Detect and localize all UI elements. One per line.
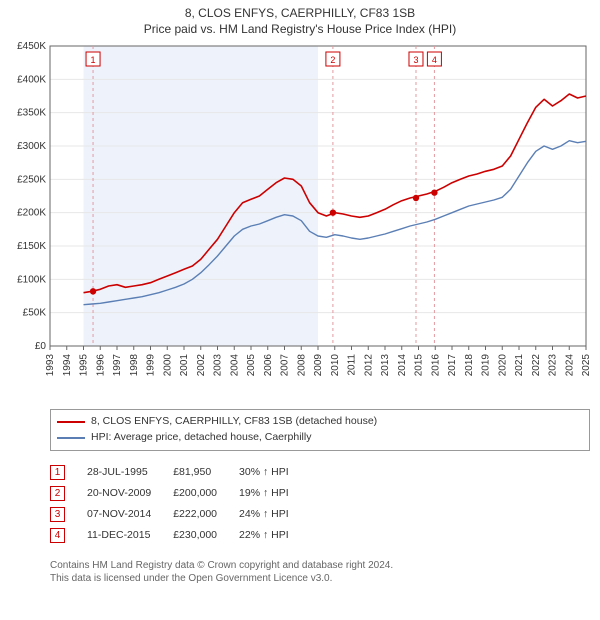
tx-delta: 30% ↑ HPI: [239, 465, 311, 480]
svg-text:2: 2: [330, 55, 335, 65]
tx-price: £222,000: [173, 507, 239, 522]
tx-date: 20-NOV-2009: [87, 486, 173, 501]
svg-text:2024: 2024: [564, 354, 575, 377]
svg-text:£200K: £200K: [17, 208, 46, 219]
svg-text:1996: 1996: [95, 354, 106, 377]
chart-container: £0 £50K £100K £150K £200K £250K £300K £350K £400…: [6, 40, 594, 403]
legend-swatch-red: [57, 421, 85, 423]
tx-marker: 4: [50, 528, 87, 543]
footer-line: Contains HM Land Registry data © Crown c…: [50, 559, 590, 572]
legend-swatch-blue: [57, 437, 85, 439]
svg-text:2018: 2018: [464, 354, 475, 377]
transactions-table: 128-JUL-1995£81,95030% ↑ HPI 220-NOV-2009…: [50, 459, 311, 549]
legend-label: 8, CLOS ENFYS, CAERPHILLY, CF83 1SB (det…: [91, 414, 377, 430]
svg-text:2023: 2023: [548, 354, 559, 377]
price-chart: £0 £50K £100K £150K £200K £250K £300K £350K £400…: [6, 40, 590, 400]
svg-text:3: 3: [413, 55, 418, 65]
svg-text:1: 1: [91, 55, 96, 65]
svg-text:2004: 2004: [229, 354, 240, 377]
tx-date: 28-JUL-1995: [87, 465, 173, 480]
svg-text:2019: 2019: [481, 354, 492, 377]
svg-text:2007: 2007: [280, 354, 291, 377]
legend-label: HPI: Average price, detached house, Caer…: [91, 430, 311, 446]
attribution-footer: Contains HM Land Registry data © Crown c…: [50, 559, 590, 585]
tx-marker: 1: [50, 465, 87, 480]
tx-price: £200,000: [173, 486, 239, 501]
svg-text:2009: 2009: [313, 354, 324, 377]
table-row: 411-DEC-2015£230,00022% ↑ HPI: [50, 528, 311, 543]
table-row: 128-JUL-1995£81,95030% ↑ HPI: [50, 465, 311, 480]
svg-text:2015: 2015: [414, 354, 425, 377]
svg-text:£0: £0: [35, 341, 47, 352]
legend-item-hpi: HPI: Average price, detached house, Caer…: [57, 430, 583, 446]
svg-text:2001: 2001: [179, 354, 190, 377]
svg-text:2010: 2010: [330, 354, 341, 377]
svg-text:2002: 2002: [196, 354, 207, 377]
svg-text:2013: 2013: [380, 354, 391, 377]
footer-line: This data is licensed under the Open Gov…: [50, 572, 590, 585]
legend-item-price-paid: 8, CLOS ENFYS, CAERPHILLY, CF83 1SB (det…: [57, 414, 583, 430]
legend: 8, CLOS ENFYS, CAERPHILLY, CF83 1SB (det…: [50, 409, 590, 451]
svg-text:2021: 2021: [514, 354, 525, 377]
svg-text:2000: 2000: [162, 354, 173, 377]
svg-text:2012: 2012: [363, 354, 374, 377]
tx-marker: 2: [50, 486, 87, 501]
svg-text:2011: 2011: [347, 354, 358, 376]
svg-text:2008: 2008: [296, 354, 307, 377]
svg-text:1994: 1994: [62, 354, 73, 377]
table-row: 220-NOV-2009£200,00019% ↑ HPI: [50, 486, 311, 501]
svg-text:2017: 2017: [447, 354, 458, 377]
svg-text:2022: 2022: [531, 354, 542, 377]
svg-text:4: 4: [432, 55, 437, 65]
svg-text:1993: 1993: [45, 354, 56, 377]
svg-text:2016: 2016: [430, 354, 441, 377]
svg-text:£350K: £350K: [17, 108, 46, 119]
table-row: 307-NOV-2014£222,00024% ↑ HPI: [50, 507, 311, 522]
svg-text:£100K: £100K: [17, 274, 46, 285]
title-subtitle: Price paid vs. HM Land Registry's House …: [6, 22, 594, 36]
svg-text:£50K: £50K: [23, 308, 47, 319]
tx-date: 07-NOV-2014: [87, 507, 173, 522]
tx-date: 11-DEC-2015: [87, 528, 173, 543]
svg-text:2005: 2005: [246, 354, 257, 377]
svg-text:£250K: £250K: [17, 174, 46, 185]
svg-text:£450K: £450K: [17, 41, 46, 52]
svg-text:£150K: £150K: [17, 241, 46, 252]
tx-price: £230,000: [173, 528, 239, 543]
svg-text:2014: 2014: [397, 354, 408, 377]
svg-text:£300K: £300K: [17, 141, 46, 152]
svg-text:2006: 2006: [263, 354, 274, 377]
svg-text:1997: 1997: [112, 354, 123, 377]
tx-delta: 22% ↑ HPI: [239, 528, 311, 543]
chart-titles: 8, CLOS ENFYS, CAERPHILLY, CF83 1SB Pric…: [6, 6, 594, 36]
svg-text:2025: 2025: [581, 354, 590, 377]
tx-delta: 24% ↑ HPI: [239, 507, 311, 522]
svg-text:1998: 1998: [129, 354, 140, 377]
tx-price: £81,950: [173, 465, 239, 480]
svg-text:£400K: £400K: [17, 74, 46, 85]
svg-text:2020: 2020: [497, 354, 508, 377]
svg-text:1999: 1999: [146, 354, 157, 377]
tx-delta: 19% ↑ HPI: [239, 486, 311, 501]
svg-text:1995: 1995: [79, 354, 90, 377]
title-address: 8, CLOS ENFYS, CAERPHILLY, CF83 1SB: [6, 6, 594, 20]
svg-text:2003: 2003: [213, 354, 224, 377]
tx-marker: 3: [50, 507, 87, 522]
